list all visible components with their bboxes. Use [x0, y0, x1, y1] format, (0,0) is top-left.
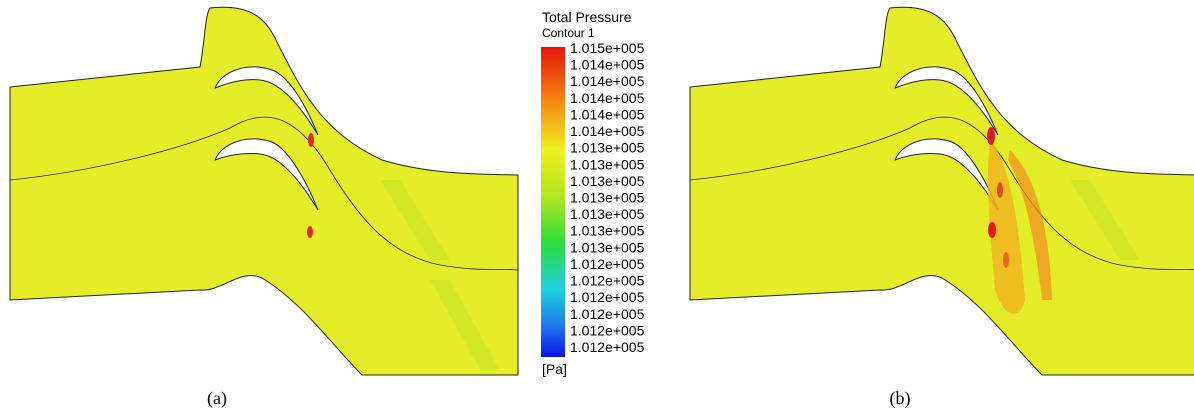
legend-label: 1.014e+005 — [570, 123, 645, 139]
legend-labels: 1.015e+0051.014e+0051.014e+0051.014e+005… — [570, 40, 645, 355]
legend-label: 1.012e+005 — [570, 273, 645, 289]
panel-a — [9, 6, 519, 376]
legend-label: 1.012e+005 — [570, 306, 645, 322]
legend-label: 1.014e+005 — [570, 90, 645, 106]
legend-label: 1.014e+005 — [570, 106, 645, 122]
legend-label: 1.013e+005 — [570, 140, 645, 156]
legend-label: 1.012e+005 — [570, 322, 645, 338]
legend-label: 1.013e+005 — [570, 206, 645, 222]
legend-label: 1.013e+005 — [570, 173, 645, 189]
legend-label: 1.012e+005 — [570, 256, 645, 272]
caption: (a) — [207, 388, 227, 409]
legend-unit: [Pa] — [542, 361, 567, 377]
legend-label: 1.013e+005 — [570, 156, 645, 172]
legend-label: 1.012e+005 — [570, 289, 645, 305]
panel-b — [689, 6, 1194, 376]
legend-title: Total Pressure — [542, 9, 632, 25]
caption: (b) — [890, 388, 911, 409]
legend-label: 1.014e+005 — [570, 57, 645, 73]
legend-label: 1.013e+005 — [570, 223, 645, 239]
colorbar — [541, 47, 565, 357]
legend-label: 1.014e+005 — [570, 73, 645, 89]
legend-label: 1.015e+005 — [570, 40, 645, 56]
legend-label: 1.013e+005 — [570, 190, 645, 206]
legend-subtitle: Contour 1 — [542, 26, 595, 40]
legend-label: 1.012e+005 — [570, 339, 645, 355]
legend-label: 1.013e+005 — [570, 239, 645, 255]
